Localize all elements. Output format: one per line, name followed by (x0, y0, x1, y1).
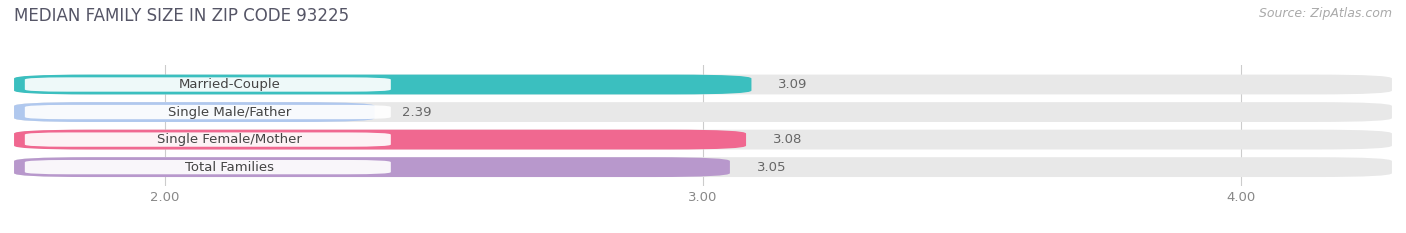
FancyBboxPatch shape (14, 130, 1392, 150)
FancyBboxPatch shape (25, 77, 391, 92)
Text: Single Male/Father: Single Male/Father (167, 106, 291, 119)
FancyBboxPatch shape (14, 102, 374, 122)
Text: 3.05: 3.05 (756, 161, 786, 174)
Text: 2.39: 2.39 (402, 106, 432, 119)
FancyBboxPatch shape (25, 132, 391, 147)
FancyBboxPatch shape (14, 157, 730, 177)
Text: Source: ZipAtlas.com: Source: ZipAtlas.com (1258, 7, 1392, 20)
Text: Single Female/Mother: Single Female/Mother (157, 133, 302, 146)
FancyBboxPatch shape (14, 157, 1392, 177)
Text: Married-Couple: Married-Couple (179, 78, 280, 91)
Text: MEDIAN FAMILY SIZE IN ZIP CODE 93225: MEDIAN FAMILY SIZE IN ZIP CODE 93225 (14, 7, 349, 25)
FancyBboxPatch shape (14, 75, 751, 94)
Text: Total Families: Total Families (184, 161, 274, 174)
Text: 3.08: 3.08 (773, 133, 803, 146)
FancyBboxPatch shape (14, 102, 1392, 122)
FancyBboxPatch shape (25, 160, 391, 174)
FancyBboxPatch shape (14, 75, 1392, 94)
Text: 3.09: 3.09 (779, 78, 807, 91)
FancyBboxPatch shape (14, 130, 747, 150)
FancyBboxPatch shape (25, 105, 391, 119)
